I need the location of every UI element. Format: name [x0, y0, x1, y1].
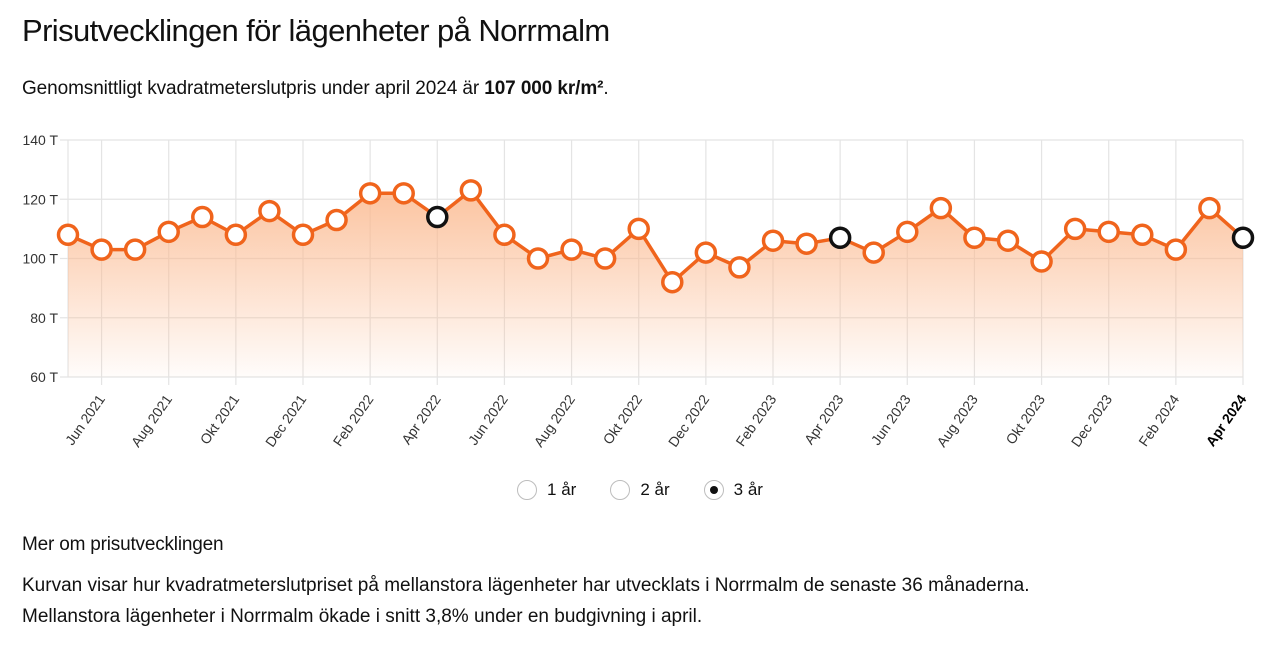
radio-1-year[interactable]: [517, 480, 538, 500]
data-point[interactable]: [526, 247, 550, 270]
period-selector: 1 år 2 år 3 år: [0, 480, 1280, 500]
data-point-highlighted[interactable]: [828, 226, 852, 250]
x-tick-label: Okt 2021: [197, 391, 243, 447]
data-point[interactable]: [1063, 217, 1087, 241]
x-tick-label: Feb 2023: [732, 391, 779, 449]
subtitle-suffix: .: [603, 78, 609, 99]
period-option-2-years[interactable]: 2 år: [610, 480, 670, 500]
x-tick-label: Dec 2022: [665, 391, 713, 449]
y-tick-label: 100 T: [22, 251, 58, 267]
data-point[interactable]: [191, 205, 214, 229]
data-point[interactable]: [1198, 196, 1221, 220]
x-tick-label: Okt 2023: [1002, 391, 1048, 447]
description: Kurvan visar hur kvadratmeterslutpriset …: [22, 570, 1029, 632]
page-subtitle: Genomsnittligt kvadratmeterslutpris unde…: [22, 78, 609, 100]
x-tick-label: Apr 2024: [1202, 391, 1249, 449]
x-tick-label: Aug 2022: [531, 391, 579, 449]
data-point[interactable]: [1131, 223, 1154, 247]
data-point[interactable]: [493, 223, 516, 247]
data-point[interactable]: [123, 238, 147, 261]
data-point[interactable]: [862, 241, 885, 264]
data-point[interactable]: [224, 223, 248, 247]
x-tick-label: Dec 2023: [1068, 391, 1116, 449]
radio-3-years[interactable]: [703, 480, 724, 500]
more-about-heading: Mer om prisutvecklingen: [22, 534, 224, 555]
data-point[interactable]: [795, 232, 818, 255]
description-line-2: Mellanstora lägenheter i Norrmalm ökade …: [22, 606, 703, 627]
x-tick-label: Apr 2022: [398, 391, 444, 447]
price-area-fill: [68, 190, 1243, 377]
data-point-highlighted[interactable]: [426, 205, 449, 229]
y-tick-label: 140 T: [22, 132, 58, 148]
x-tick-label: Dec 2021: [262, 391, 310, 449]
x-tick-label: Jun 2022: [465, 391, 511, 448]
data-point-highlighted[interactable]: [1231, 226, 1255, 250]
subtitle-prefix: Genomsnittligt kvadratmeterslutpris unde…: [22, 78, 485, 99]
data-point[interactable]: [694, 241, 718, 264]
x-tick-label: Jun 2021: [62, 391, 108, 448]
price-chart: 60 T 80 T 100 T 120 T 140 T Jun 2021 Aug 2021…: [22, 132, 1255, 450]
data-point[interactable]: [392, 182, 415, 205]
data-point[interactable]: [1164, 238, 1188, 261]
x-tick-label: Jun 2023: [868, 391, 914, 448]
data-point[interactable]: [761, 229, 785, 252]
description-line-1: Kurvan visar hur kvadratmeterslutpriset …: [22, 575, 1030, 596]
data-point[interactable]: [325, 208, 348, 232]
data-point[interactable]: [661, 270, 684, 294]
x-tick-label: Aug 2021: [128, 391, 176, 449]
data-point[interactable]: [560, 238, 583, 261]
data-point[interactable]: [593, 247, 617, 270]
period-option-1-year[interactable]: 1 år: [517, 480, 576, 500]
data-point[interactable]: [728, 256, 751, 279]
period-label-2-years: 2 år: [640, 480, 670, 499]
x-axis: Jun 2021 Aug 2021 Okt 2021 Dec 2021 Feb 2022…: [62, 391, 1250, 449]
radio-2-years[interactable]: [610, 480, 631, 500]
data-point[interactable]: [291, 223, 315, 247]
x-tick-label: Apr 2023: [801, 391, 847, 447]
period-option-3-years[interactable]: 3 år: [703, 480, 763, 500]
data-points: [56, 179, 1255, 294]
data-point[interactable]: [90, 238, 113, 261]
period-label-1-year: 1 år: [547, 480, 577, 499]
data-point[interactable]: [157, 220, 180, 244]
data-point[interactable]: [896, 220, 919, 244]
data-point[interactable]: [627, 217, 650, 241]
x-tick-label: Aug 2023: [933, 391, 981, 449]
x-tick-label: Feb 2024: [1135, 391, 1182, 449]
data-point[interactable]: [358, 182, 382, 205]
data-point[interactable]: [996, 229, 1020, 252]
current-price-value: 107 000 kr/m²: [484, 78, 604, 99]
y-tick-label: 80 T: [30, 310, 58, 326]
data-point[interactable]: [1097, 220, 1120, 244]
y-tick-label: 120 T: [22, 191, 58, 207]
data-point[interactable]: [56, 223, 80, 247]
data-point[interactable]: [929, 196, 953, 220]
data-point[interactable]: [1030, 250, 1053, 273]
x-tick-label: Feb 2022: [330, 391, 377, 449]
period-label-3-years: 3 år: [733, 480, 763, 499]
data-point[interactable]: [258, 199, 281, 223]
page-title: Prisutvecklingen för lägenheter på Norrm…: [22, 13, 610, 48]
y-tick-label: 60 T: [30, 369, 58, 385]
data-point[interactable]: [963, 226, 986, 250]
y-axis: 60 T 80 T 100 T 120 T 140 T: [22, 132, 58, 385]
data-point[interactable]: [459, 179, 483, 202]
x-tick-label: Okt 2022: [599, 391, 645, 447]
